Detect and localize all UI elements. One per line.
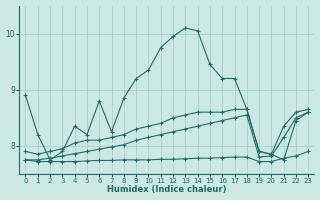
- X-axis label: Humidex (Indice chaleur): Humidex (Indice chaleur): [107, 185, 227, 194]
